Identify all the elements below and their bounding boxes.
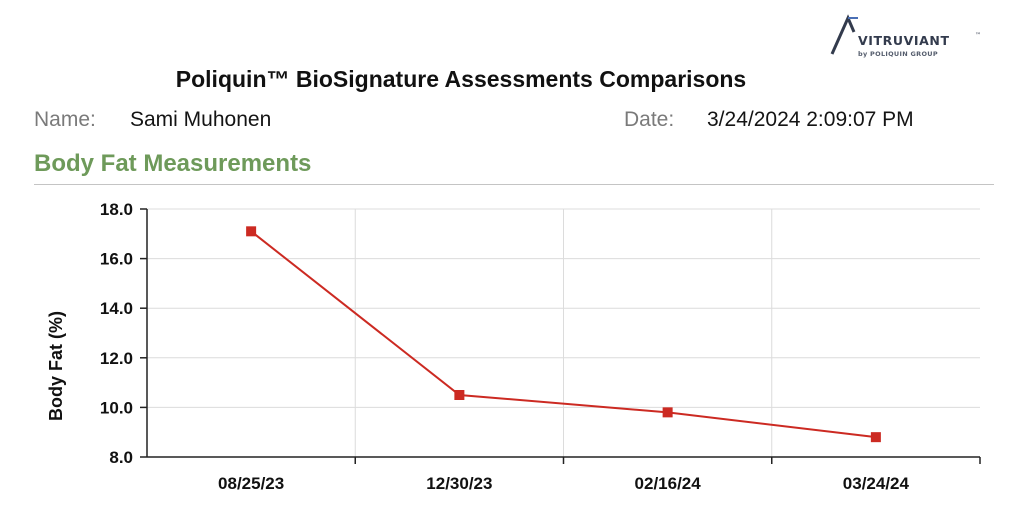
y-tick-label: 10.0 bbox=[100, 398, 133, 417]
data-point bbox=[662, 407, 673, 418]
date-label: Date: bbox=[624, 108, 675, 131]
y-tick-label: 18.0 bbox=[100, 200, 133, 219]
section-divider bbox=[34, 184, 994, 185]
logo-mark-icon bbox=[830, 14, 858, 55]
data-point bbox=[246, 226, 257, 237]
y-tick-label: 16.0 bbox=[100, 250, 133, 269]
report-title: Poliquin™ BioSignature Assessments Compa… bbox=[175, 66, 747, 92]
name-label: Name: bbox=[34, 108, 96, 131]
x-tick-label: 03/24/24 bbox=[843, 474, 910, 493]
y-tick-label: 14.0 bbox=[100, 299, 133, 318]
vitruviant-logo: VITRUVIANT ™ by POLIQUIN GROUP bbox=[828, 14, 988, 64]
x-tick-label: 08/25/23 bbox=[218, 474, 284, 493]
x-tick-label: 12/30/23 bbox=[426, 474, 492, 493]
series-line bbox=[250, 230, 876, 439]
chart-grid bbox=[147, 208, 980, 457]
data-point bbox=[870, 432, 881, 443]
chart-series bbox=[246, 226, 881, 443]
name-value: Sami Muhonen bbox=[130, 108, 272, 131]
x-tick-label: 02/16/24 bbox=[635, 474, 702, 493]
y-tick-label: 12.0 bbox=[100, 349, 133, 368]
logo-wordmark: VITRUVIANT bbox=[858, 33, 950, 48]
date-value: 3/24/2024 2:09:07 PM bbox=[707, 108, 914, 131]
y-axis-label: Body Fat (%) bbox=[46, 311, 66, 421]
logo-tagline: by POLIQUIN GROUP bbox=[858, 50, 938, 58]
logo-trademark: ™ bbox=[975, 32, 981, 39]
y-tick-label: 8.0 bbox=[109, 448, 133, 467]
data-point bbox=[454, 390, 465, 400]
chart-axes: 8.0 10.0 12.0 14.0 16.0 18.0 08/25/23 12/30/23 0… bbox=[100, 200, 981, 493]
section-title: Body Fat Measurements bbox=[34, 150, 312, 177]
